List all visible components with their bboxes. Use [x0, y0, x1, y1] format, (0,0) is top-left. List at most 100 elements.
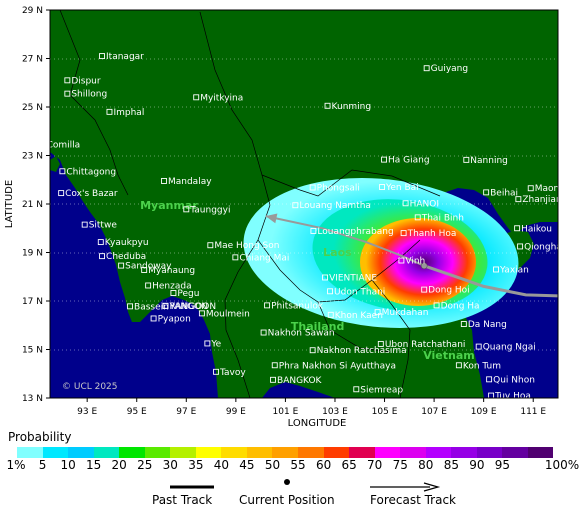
city-label: Pyapon [158, 314, 191, 324]
legend-label: 50 [264, 458, 281, 472]
city-marker [514, 225, 521, 232]
legend-labels: 1% 5 10 15 20 25 30 35 40 45 50 55 60 65 70 75 80 85 90 95 1… [0, 458, 580, 474]
city-label: VIENTIANE [329, 273, 377, 283]
city-label: Yaxian [499, 265, 529, 275]
city-label: Maoming [535, 184, 576, 194]
lon-tick-label: 99 E [226, 407, 246, 417]
city-marker [213, 368, 219, 375]
lat-tick-label: 19 N [22, 249, 43, 259]
city-label: Tuy Hoa [494, 392, 531, 402]
city-label: Imphal [113, 108, 144, 118]
city-marker [381, 156, 387, 163]
city-label: RANGOON [169, 302, 216, 312]
city-label: Quang Ngai [483, 343, 536, 353]
city-label: Taunggyi [189, 205, 230, 215]
city-label: Guiyang [431, 64, 468, 74]
city-label: Sandoway [125, 262, 172, 272]
city-marker [309, 184, 316, 191]
city-label: Yen Bai [385, 183, 419, 193]
legend-label: 75 [392, 458, 408, 472]
current-position-marker [420, 262, 428, 270]
city-marker [327, 288, 333, 295]
y-axis-title: LATITUDE [4, 180, 15, 228]
track-key: Past Track Current Position Forecast Tra… [0, 478, 580, 517]
city-label: HANOI [410, 199, 439, 209]
copyright-label: © UCL 2025 [62, 382, 118, 392]
legend-color-swatch [349, 447, 375, 458]
city-label: Bassein [134, 302, 169, 312]
city-label: BANGKOK [277, 376, 323, 386]
city-marker [59, 168, 66, 175]
legend-color-swatch [119, 447, 145, 458]
city-marker [64, 90, 71, 97]
city-marker [374, 309, 381, 316]
city-label: Nakhon Ratchasima [317, 346, 407, 356]
city-marker [127, 303, 133, 310]
city-label: Mae Hong Son [214, 241, 279, 251]
city-marker [232, 254, 239, 261]
legend-color-swatch [93, 447, 120, 458]
legend-color-swatch [298, 447, 324, 458]
city-marker [204, 340, 211, 347]
city-marker [141, 267, 148, 273]
city-marker [475, 343, 482, 350]
city-marker [97, 239, 104, 246]
country-label: Vietnam [423, 349, 475, 362]
city-marker [81, 221, 88, 228]
legend-label: 10 [60, 458, 76, 472]
city-label: Moulmein [206, 309, 250, 319]
city-marker [260, 329, 267, 336]
city-label: Qionghai [524, 242, 564, 252]
legend-color-swatch [527, 447, 554, 458]
lon-tick-label: 93 E [77, 407, 97, 417]
city-label: Dong Hoi [428, 286, 470, 296]
lon-tick-label: 97 E [176, 407, 196, 417]
city-marker [162, 302, 169, 309]
country-label: Thailand [291, 320, 344, 333]
city-marker [264, 302, 271, 309]
legend-color-swatch [476, 447, 503, 458]
city-marker [161, 178, 167, 184]
city-label: Tavoy [219, 368, 246, 378]
legend-label: 100% [544, 458, 580, 472]
lat-tick-label: 13 N [22, 394, 43, 404]
city-label: Phra Nakhon Si Ayutthaya [279, 361, 396, 371]
lat-tick-label: 15 N [22, 346, 43, 356]
latitude-tick-labels: 29 N 27 N 25 N 23 N 21 N 19 N 17 N 15 N 13 N [22, 6, 50, 404]
city-marker [118, 262, 125, 269]
lat-tick-label: 27 N [22, 55, 43, 65]
lon-tick-label: 107 E [421, 407, 447, 417]
legend-color-swatch [425, 447, 452, 458]
legend-label: 95 [494, 458, 511, 472]
city-marker [414, 214, 421, 221]
lat-tick-label: 21 N [22, 200, 43, 210]
leizhou-peninsula [512, 190, 530, 226]
city-marker [40, 142, 45, 147]
legend-label: 5 [38, 458, 47, 472]
city-label: Chittagong [66, 167, 116, 177]
city-marker [460, 321, 467, 327]
city-label: Myanaung [148, 266, 195, 276]
legend-color-swatch [323, 447, 350, 458]
legend-label: 45 [239, 458, 255, 472]
legend-label: 20 [111, 458, 127, 472]
city-label: Mukdahan [382, 308, 429, 318]
city-marker [145, 282, 152, 289]
city-marker [99, 253, 105, 260]
city-marker [353, 386, 360, 393]
city-label: Khon Kaen [335, 311, 383, 321]
legend-label: 35 [188, 458, 204, 472]
legend-label: 80 [418, 458, 434, 472]
city-marker [64, 77, 71, 84]
city-marker [170, 290, 177, 296]
bangladesh-coast [50, 156, 60, 172]
legend-color-swatch [221, 447, 247, 458]
city-marker [271, 362, 278, 369]
legend-label: 70 [367, 458, 383, 472]
city-marker [433, 302, 440, 309]
city-label: Dispur [71, 76, 101, 86]
city-label: Kunming [332, 102, 372, 112]
legend-label: 55 [290, 458, 306, 472]
city-marker [310, 227, 317, 234]
legend-color-bar [17, 447, 554, 458]
